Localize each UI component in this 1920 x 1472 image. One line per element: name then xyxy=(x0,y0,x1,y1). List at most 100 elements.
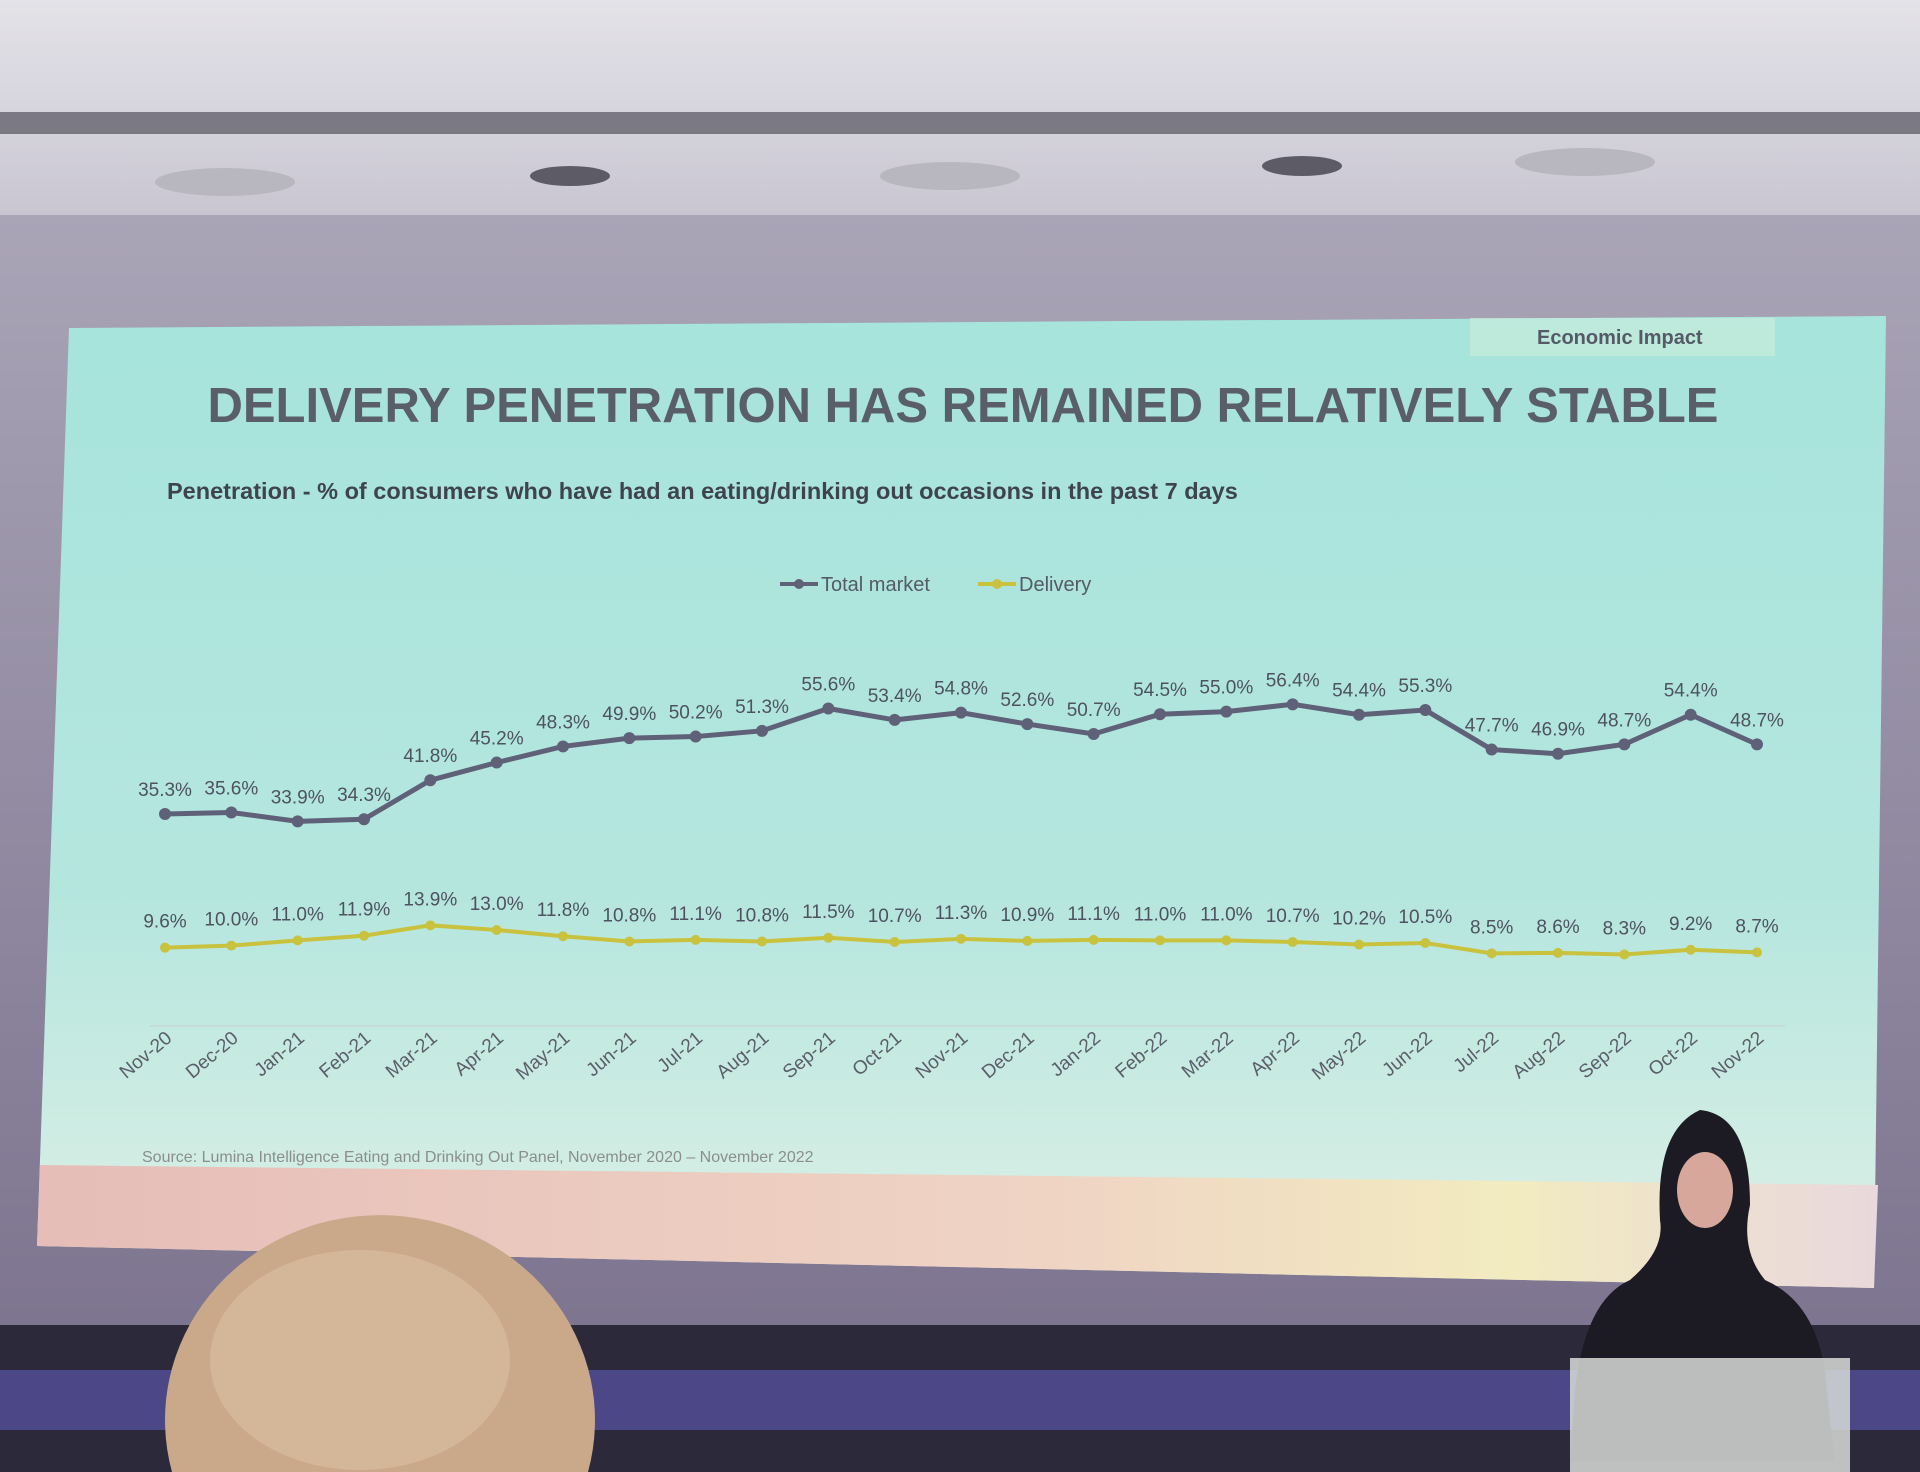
ceiling-light xyxy=(1262,156,1342,176)
data-point xyxy=(225,806,238,819)
data-label: 51.3% xyxy=(735,697,789,718)
data-label: 45.2% xyxy=(470,729,524,750)
data-point xyxy=(822,702,835,715)
data-label: 10.2% xyxy=(1332,909,1386,930)
presenter-face xyxy=(1677,1152,1733,1228)
data-point xyxy=(757,936,767,947)
data-point xyxy=(424,774,437,787)
data-label: 52.6% xyxy=(1000,690,1054,711)
ceiling-light xyxy=(880,162,1020,190)
data-label: 54.4% xyxy=(1664,681,1718,702)
podium xyxy=(1570,1358,1850,1472)
data-label: 11.0% xyxy=(1200,904,1253,925)
data-point xyxy=(1684,708,1697,721)
data-label: 41.8% xyxy=(403,746,457,767)
ceiling-vent-strip xyxy=(0,112,1920,134)
data-label: 9.6% xyxy=(143,912,186,933)
data-label: 50.2% xyxy=(669,703,723,724)
data-label: 54.4% xyxy=(1332,681,1386,702)
data-label: 8.3% xyxy=(1603,918,1646,939)
data-point xyxy=(624,936,635,947)
data-point xyxy=(425,920,436,931)
data-point xyxy=(1619,949,1630,960)
data-point xyxy=(1553,947,1563,958)
data-label: 35.3% xyxy=(138,780,192,801)
data-point xyxy=(491,925,502,935)
source-note: Source: Lumina Intelligence Eating and D… xyxy=(142,1149,814,1166)
data-label: 48.7% xyxy=(1597,710,1651,731)
data-point xyxy=(1287,936,1298,947)
section-tag: Economic Impact xyxy=(1537,327,1703,349)
data-point xyxy=(226,940,237,951)
data-label: 10.7% xyxy=(868,906,922,927)
data-point xyxy=(490,756,503,769)
data-label: 10.0% xyxy=(204,910,258,931)
data-label: 11.0% xyxy=(271,904,324,925)
section-tag-box xyxy=(1470,318,1775,356)
data-label: 48.7% xyxy=(1730,710,1784,731)
projected-slide xyxy=(37,316,1886,1288)
data-point xyxy=(1021,718,1034,731)
ceiling-light xyxy=(530,166,610,186)
data-point xyxy=(889,936,900,947)
data-point xyxy=(1353,708,1365,721)
data-label: 13.0% xyxy=(470,894,524,915)
data-point xyxy=(1221,935,1232,946)
data-point xyxy=(1552,747,1564,760)
data-label: 55.3% xyxy=(1398,676,1452,697)
data-label: 11.8% xyxy=(537,900,590,921)
slide-title: DELIVERY PENETRATION HAS REMAINED RELATI… xyxy=(207,379,1718,433)
data-point xyxy=(1751,738,1763,751)
data-label: 46.9% xyxy=(1531,720,1585,741)
data-label: 53.4% xyxy=(868,686,922,707)
data-label: 11.0% xyxy=(1134,904,1187,925)
data-label: 35.6% xyxy=(204,778,258,799)
data-point xyxy=(1419,704,1432,717)
data-label: 47.7% xyxy=(1465,716,1519,737)
data-point xyxy=(689,730,702,743)
data-point xyxy=(623,732,636,745)
data-point xyxy=(558,931,568,942)
data-point xyxy=(956,933,966,944)
data-point xyxy=(888,713,901,726)
legend-label-total-market: Total market xyxy=(821,574,930,596)
data-label: 55.0% xyxy=(1199,678,1253,699)
legend: Total market Delivery xyxy=(780,574,1091,596)
data-label: 10.5% xyxy=(1398,907,1452,928)
data-point xyxy=(358,813,370,826)
ceiling-light xyxy=(155,168,295,196)
data-point xyxy=(756,724,768,737)
data-label: 8.6% xyxy=(1536,917,1579,938)
data-point xyxy=(1354,939,1364,950)
legend-marker-total-market xyxy=(794,579,804,589)
data-point xyxy=(690,934,701,945)
data-label: 13.9% xyxy=(403,889,457,910)
data-label: 8.7% xyxy=(1735,916,1778,937)
data-point xyxy=(1154,708,1166,721)
data-point xyxy=(557,740,569,753)
data-label: 10.8% xyxy=(602,905,656,926)
data-point xyxy=(1088,934,1099,945)
data-point xyxy=(1752,947,1762,958)
data-point xyxy=(1022,935,1033,946)
data-point xyxy=(955,706,967,719)
data-label: 8.5% xyxy=(1470,917,1513,938)
data-label: 11.1% xyxy=(1067,904,1120,925)
slide-footer-band xyxy=(37,1165,1878,1288)
data-label: 33.9% xyxy=(271,787,325,808)
data-label: 49.9% xyxy=(602,704,656,725)
data-label: 10.7% xyxy=(1266,906,1320,927)
data-label: 10.8% xyxy=(735,905,789,926)
data-label: 10.9% xyxy=(1000,905,1054,926)
data-label: 11.9% xyxy=(338,900,391,921)
data-label: 11.3% xyxy=(935,903,988,924)
data-label: 9.2% xyxy=(1669,914,1712,935)
data-point xyxy=(1286,698,1299,711)
data-point xyxy=(1486,948,1497,959)
data-point xyxy=(1618,738,1631,751)
data-point xyxy=(291,815,304,828)
data-point xyxy=(1685,944,1696,955)
data-label: 34.3% xyxy=(337,785,391,806)
data-point xyxy=(1155,935,1165,946)
